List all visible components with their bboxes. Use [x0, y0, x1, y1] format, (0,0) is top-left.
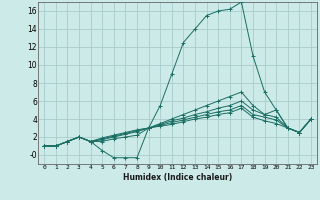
X-axis label: Humidex (Indice chaleur): Humidex (Indice chaleur)	[123, 173, 232, 182]
